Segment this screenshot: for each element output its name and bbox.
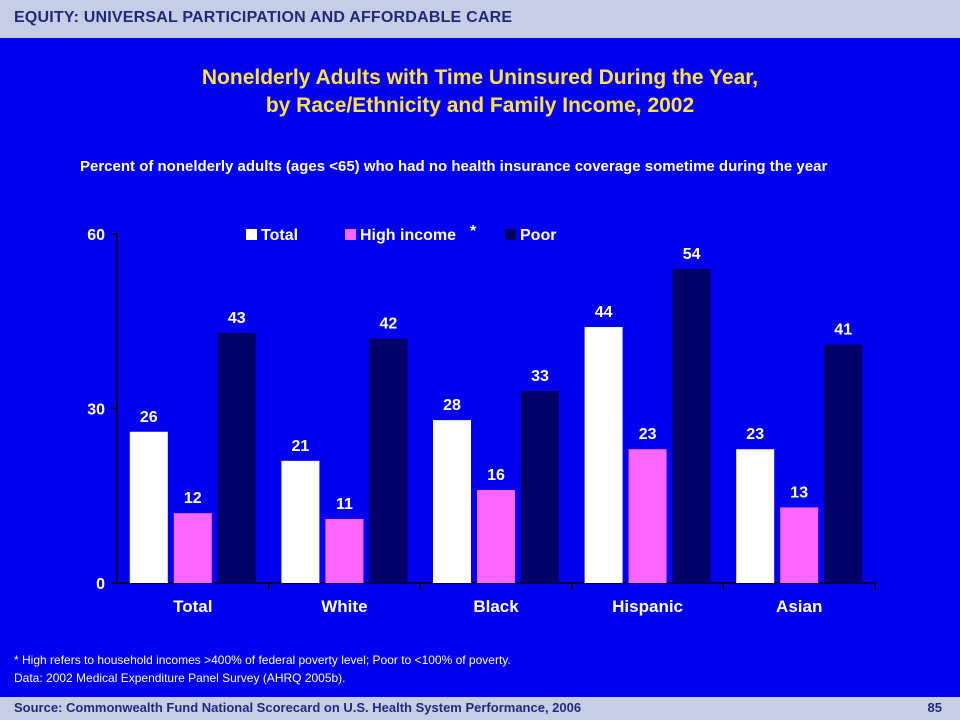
legend-swatch xyxy=(246,229,257,240)
section-banner-text: EQUITY: UNIVERSAL PARTICIPATION AND AFFO… xyxy=(14,9,513,26)
y-tick-label: 30 xyxy=(87,402,105,419)
chart-subtitle: Percent of nonelderly adults (ages <65) … xyxy=(80,158,828,175)
y-tick-label: 60 xyxy=(87,227,105,244)
top-banner: EQUITY: UNIVERSAL PARTICIPATION AND AFFO… xyxy=(0,0,960,38)
legend-swatch xyxy=(345,229,356,240)
data-label: 16 xyxy=(487,467,505,484)
data-label: 12 xyxy=(184,490,202,507)
x-category-label: Asian xyxy=(776,597,822,616)
bar-black-2 xyxy=(521,391,559,583)
x-category-label: Black xyxy=(473,597,519,616)
bar-asian-1 xyxy=(780,507,819,583)
bar-asian-0 xyxy=(736,449,775,583)
chart-title-line1: Nonelderly Adults with Time Uninsured Du… xyxy=(201,66,759,89)
bottom-banner: Source: Commonwealth Fund National Score… xyxy=(0,697,960,720)
chart-title-line2: by Race/Ethnicity and Family Income, 200… xyxy=(265,94,695,117)
data-label: 13 xyxy=(790,484,808,501)
bar-asian-2 xyxy=(824,344,863,583)
legend-swatch xyxy=(505,229,516,240)
x-category-label: Hispanic xyxy=(612,597,683,616)
y-tick-label: 0 xyxy=(96,576,105,593)
data-label: 42 xyxy=(380,316,398,333)
legend-label: Poor xyxy=(520,227,556,244)
bar-white-1 xyxy=(325,519,364,583)
legend-label: High income xyxy=(360,227,456,244)
bar-total-0 xyxy=(129,431,168,583)
chart-title: Nonelderly Adults with Time Uninsured Du… xyxy=(0,64,960,120)
bar-white-0 xyxy=(281,460,320,583)
data-label: 54 xyxy=(683,246,701,263)
legend-asterisk: * xyxy=(470,223,477,240)
bar-hispanic-2 xyxy=(672,268,711,583)
data-label: 23 xyxy=(746,426,764,443)
data-label: 28 xyxy=(443,397,461,414)
data-label: 44 xyxy=(595,304,613,321)
bar-black-1 xyxy=(477,489,515,583)
data-label: 33 xyxy=(531,368,549,385)
x-category-label: White xyxy=(321,597,367,616)
source-text: Source: Commonwealth Fund National Score… xyxy=(14,700,582,715)
legend-label: Total xyxy=(261,227,298,244)
bar-hispanic-1 xyxy=(628,449,667,583)
data-label: 23 xyxy=(639,426,657,443)
footnote-data-source: Data: 2002 Medical Expenditure Panel Sur… xyxy=(14,671,346,685)
data-label: 21 xyxy=(292,438,310,455)
footnote-definition: * High refers to household incomes >400%… xyxy=(14,653,511,667)
data-label: 26 xyxy=(140,409,158,426)
bar-white-2 xyxy=(369,338,408,583)
x-category-label: Total xyxy=(173,597,212,616)
data-label: 43 xyxy=(228,310,246,327)
footnote: * High refers to household incomes >400%… xyxy=(14,651,914,687)
bar-hispanic-0 xyxy=(584,327,623,583)
bar-total-2 xyxy=(217,332,256,583)
page-number: 85 xyxy=(927,700,942,715)
bar-black-0 xyxy=(433,420,471,583)
data-label: 41 xyxy=(834,322,852,339)
data-label: 11 xyxy=(336,496,353,513)
bar-total-1 xyxy=(173,513,212,583)
